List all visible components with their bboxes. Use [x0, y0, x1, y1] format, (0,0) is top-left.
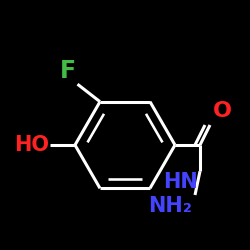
Text: HN: HN	[163, 172, 198, 193]
Text: HO: HO	[14, 135, 49, 155]
Text: NH₂: NH₂	[148, 196, 192, 216]
Text: F: F	[60, 59, 76, 83]
Text: O: O	[212, 101, 232, 121]
